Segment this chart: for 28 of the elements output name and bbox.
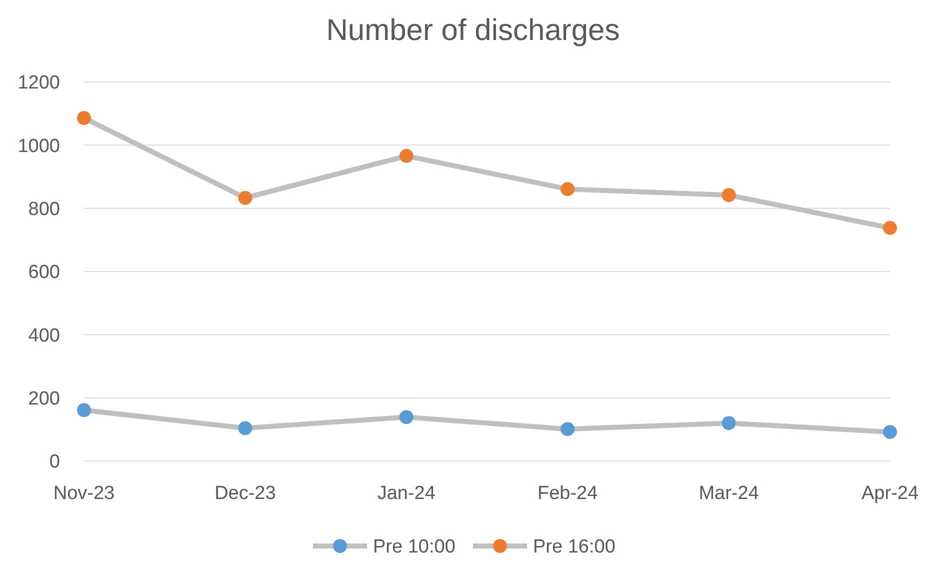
y-tick-label: 1200 — [18, 72, 60, 94]
y-tick-label: 0 — [49, 452, 60, 473]
point — [722, 188, 736, 202]
legend-label: Pre 10:00 — [373, 536, 456, 558]
y-tick-label: 200 — [28, 388, 60, 410]
y-tick-label: 600 — [28, 262, 60, 284]
point — [77, 111, 91, 126]
x-tick-label: Jan-24 — [377, 483, 436, 504]
point — [560, 422, 575, 436]
point — [883, 220, 897, 235]
x-tick-label: Apr-24 — [861, 483, 919, 504]
point — [238, 421, 252, 436]
point — [399, 410, 414, 424]
y-tick-label: 1000 — [18, 136, 60, 157]
y-tick-label: 400 — [28, 325, 60, 346]
chart-title: Number of discharges — [326, 14, 620, 47]
point — [399, 148, 414, 163]
x-tick-label: Feb-24 — [538, 483, 598, 504]
point — [77, 403, 91, 418]
x-tick-label: Dec-23 — [214, 483, 276, 504]
point — [560, 182, 575, 196]
x-tick-label: Nov-23 — [53, 483, 115, 504]
y-tick-label: 800 — [28, 198, 60, 220]
point — [722, 416, 736, 430]
point — [883, 424, 897, 439]
point — [238, 190, 252, 205]
x-tick-label: Mar-24 — [698, 483, 760, 504]
legend-label: Pre 16:00 — [533, 536, 616, 558]
